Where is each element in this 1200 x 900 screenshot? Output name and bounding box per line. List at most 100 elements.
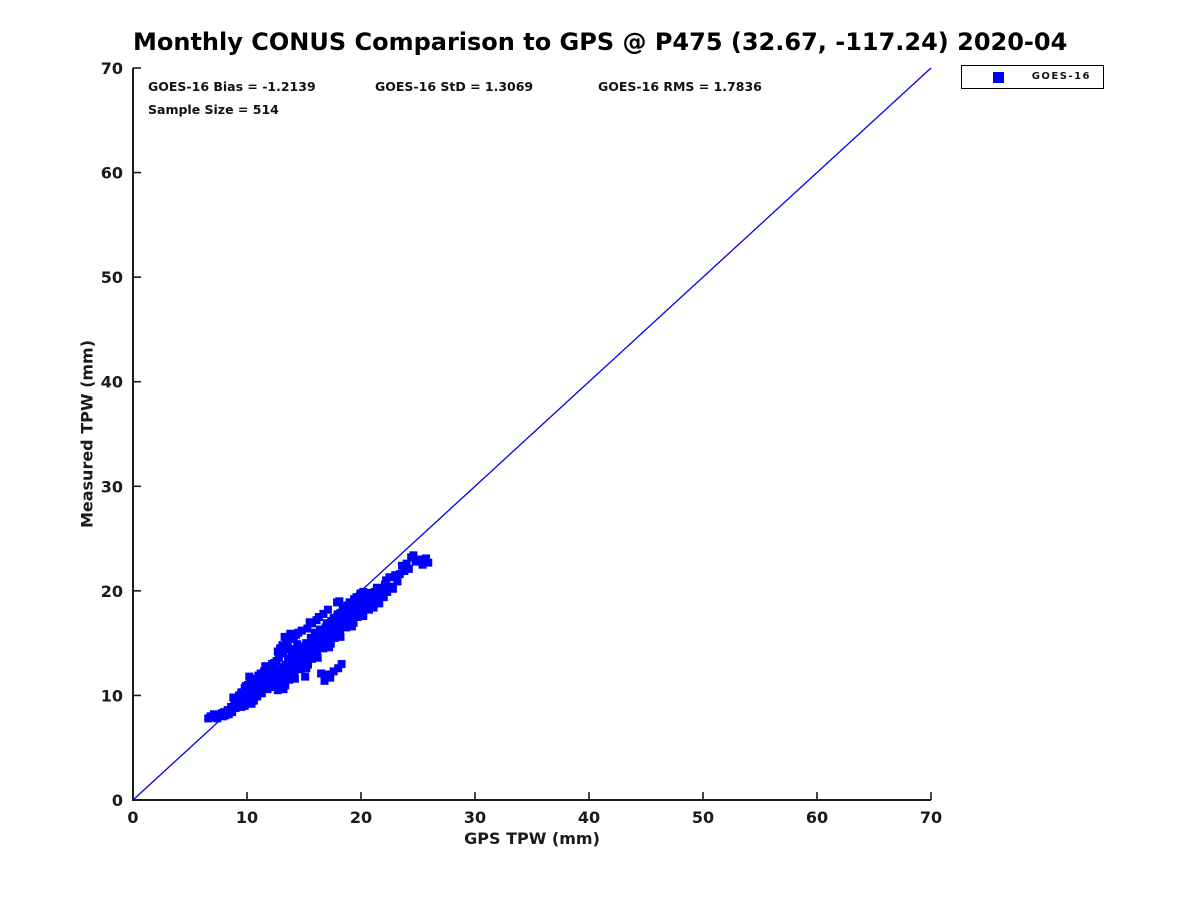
data-point	[424, 558, 433, 567]
data-point	[272, 675, 281, 684]
x-axis-label: GPS TPW (mm)	[464, 829, 600, 848]
data-point	[305, 618, 314, 627]
data-point	[261, 662, 270, 671]
data-point	[290, 661, 299, 670]
data-point	[277, 666, 286, 675]
data-point	[276, 644, 285, 653]
data-point	[287, 645, 296, 654]
y-tick-label: 30	[101, 477, 123, 496]
data-point	[279, 649, 288, 658]
data-point	[383, 587, 392, 596]
data-point	[253, 692, 262, 701]
data-point	[247, 699, 256, 708]
data-point	[301, 653, 310, 662]
data-point	[281, 661, 290, 670]
data-point	[286, 629, 295, 638]
y-tick-label: 50	[101, 268, 123, 287]
data-point	[418, 560, 427, 569]
data-point	[354, 607, 363, 616]
data-point	[289, 634, 298, 643]
data-point	[329, 667, 338, 676]
data-point	[297, 626, 306, 635]
data-point	[404, 564, 413, 573]
y-tick-label: 40	[101, 373, 123, 392]
x-tick-label: 40	[578, 808, 600, 827]
data-point	[352, 593, 361, 602]
data-point	[319, 609, 328, 618]
data-point	[368, 592, 377, 601]
data-point	[313, 650, 322, 659]
legend-entry-label: GOES-16	[1031, 71, 1091, 82]
data-point	[272, 656, 281, 665]
data-point	[379, 593, 388, 602]
data-point	[294, 654, 303, 663]
y-tick-label: 20	[101, 582, 123, 601]
data-point	[292, 630, 301, 639]
data-point	[380, 580, 389, 589]
data-point	[393, 577, 402, 586]
data-point	[285, 669, 294, 678]
data-point	[281, 681, 290, 690]
data-point	[315, 637, 324, 646]
data-point	[293, 640, 302, 649]
data-point	[338, 604, 347, 613]
data-point	[369, 603, 378, 612]
data-point	[311, 628, 320, 637]
data-point	[323, 605, 332, 614]
data-point	[358, 608, 367, 617]
data-point	[288, 649, 297, 658]
data-point	[363, 593, 372, 602]
data-point	[280, 632, 289, 641]
y-axis-label: Measured TPW (mm)	[77, 339, 97, 529]
data-point	[391, 571, 400, 580]
data-point	[335, 597, 344, 606]
data-point	[282, 637, 291, 646]
data-point	[245, 672, 254, 681]
data-point	[359, 587, 368, 596]
data-point	[331, 628, 340, 637]
chart-title: Monthly CONUS Comparison to GPS @ P475 (…	[133, 28, 1068, 56]
data-point	[343, 601, 352, 610]
data-point	[409, 551, 418, 560]
data-point	[228, 708, 237, 717]
data-point	[314, 613, 323, 621]
data-point	[304, 645, 313, 654]
data-point	[324, 632, 333, 641]
y-tick-label: 60	[101, 164, 123, 183]
data-point	[290, 671, 299, 680]
data-point	[274, 683, 283, 692]
data-point	[421, 554, 430, 563]
data-point	[269, 666, 278, 675]
data-point	[367, 598, 376, 607]
data-point	[240, 701, 249, 710]
data-point	[402, 559, 411, 568]
data-point	[375, 599, 384, 608]
data-point	[395, 570, 404, 579]
x-tick-label: 50	[692, 808, 714, 827]
stat-rms-text: GOES-16 RMS = 1.7836	[598, 79, 762, 94]
y-tick-label: 70	[101, 59, 123, 78]
data-point	[374, 591, 383, 600]
data-point	[351, 599, 360, 608]
stat-sample-size-text: Sample Size = 514	[148, 102, 279, 117]
data-point	[353, 613, 362, 621]
data-point	[297, 662, 306, 671]
data-point	[285, 675, 294, 684]
y-tick-label: 0	[112, 791, 123, 810]
x-tick-label: 70	[920, 808, 942, 827]
data-point	[241, 682, 250, 691]
data-point	[382, 576, 391, 585]
data-point	[364, 605, 373, 614]
data-point	[326, 639, 335, 648]
data-point	[303, 624, 312, 633]
data-point	[307, 654, 316, 663]
data-point	[284, 654, 293, 663]
data-point	[347, 611, 356, 620]
x-tick-label: 0	[127, 808, 138, 827]
data-point	[257, 689, 266, 698]
x-tick-label: 60	[806, 808, 828, 827]
data-point	[336, 608, 345, 617]
data-point	[320, 676, 329, 685]
legend: GOES-16	[961, 65, 1104, 89]
